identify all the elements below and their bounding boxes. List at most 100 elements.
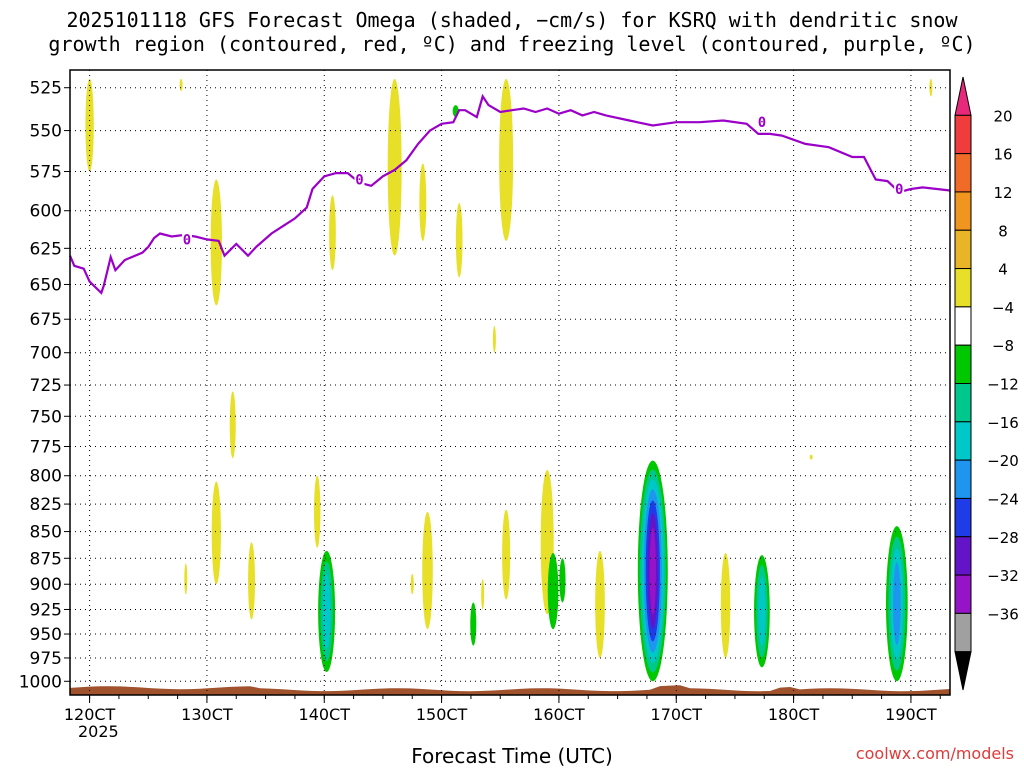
colorbar-cap-top	[954, 76, 972, 116]
freezing-level-layer: 0 0 0 0	[68, 93, 951, 295]
y-tick-label: 900	[30, 575, 62, 595]
colorbar-label: −20	[987, 452, 1019, 470]
chart-title-line-2: growth region (contoured, red, ºC) and f…	[48, 32, 976, 56]
terrain-layer	[70, 685, 950, 695]
omega-positive-region	[329, 195, 336, 271]
freezing-label-bg	[894, 180, 905, 195]
colorbar-label: 20	[993, 107, 1012, 125]
colorbar-cell	[954, 574, 972, 614]
colorbar-cell	[954, 191, 972, 231]
colorbar-label: 16	[993, 146, 1012, 164]
year-label: 2025	[78, 722, 119, 741]
omega-negative-region	[893, 562, 901, 645]
y-tick-label: 850	[30, 523, 62, 543]
freezing-label-bg	[756, 114, 767, 129]
x-tick-label: 180CT	[768, 705, 820, 724]
colorbar-cell	[954, 612, 972, 653]
axes-layer: 525 550 575 600 625 650 675 700 725 750 775 800 825 8…	[19, 69, 951, 724]
colorbar-cell	[954, 114, 972, 155]
omega-shading-layer	[85, 78, 933, 682]
y-tick-label: 975	[30, 649, 62, 669]
x-tick-label: 190CT	[885, 705, 937, 724]
y-tick-label: 600	[30, 202, 62, 222]
colorbar-label: −36	[987, 605, 1019, 623]
omega-positive-region	[455, 203, 463, 278]
omega-positive-region	[387, 78, 402, 256]
omega-positive-region	[419, 163, 427, 241]
terrain-surface	[70, 685, 950, 695]
colorbar-cell	[954, 153, 972, 193]
freezing-label-bg	[181, 231, 192, 246]
x-tick-label: 120CT	[64, 705, 116, 724]
y-tick-label: 700	[30, 344, 62, 364]
omega-positive-region	[809, 454, 813, 460]
colorbar-label: 8	[998, 222, 1008, 240]
colorbar-cell	[954, 421, 972, 461]
colorbar-label: −8	[992, 337, 1014, 355]
colorbar-label: −4	[992, 299, 1014, 317]
y-tick-label: 925	[30, 600, 62, 620]
colorbar-cap-bottom	[954, 651, 972, 691]
omega-positive-region	[210, 179, 222, 306]
omega-positive-region	[313, 475, 321, 548]
omega-positive-region	[179, 78, 183, 92]
y-tick-label: 750	[30, 407, 62, 427]
y-tick-label: 550	[30, 122, 62, 142]
freezing-level-line	[68, 93, 951, 295]
omega-positive-region	[502, 509, 511, 600]
colorbar-label: −12	[987, 376, 1019, 394]
x-tick-label: 130CT	[181, 705, 233, 724]
omega-negative-region	[547, 552, 559, 630]
colorbar-label: 4	[998, 261, 1008, 279]
omega-positive-region	[248, 542, 255, 620]
y-tick-label: 525	[30, 79, 62, 99]
omega-positive-region	[720, 552, 731, 658]
omega-negative-region	[649, 527, 656, 615]
freezing-label-bg	[354, 171, 365, 186]
omega-positive-region	[229, 391, 236, 459]
credit-link[interactable]: coolwx.com/models	[855, 744, 1014, 763]
y-tick-label: 950	[30, 625, 62, 645]
colorbar-cell	[954, 497, 972, 538]
omega-negative-region	[559, 558, 566, 603]
chart-title-line-1: 2025101118 GFS Forecast Omega (shaded, −…	[66, 8, 958, 32]
x-axis-label: Forecast Time (UTC)	[411, 744, 613, 768]
y-tick-label: 800	[30, 467, 62, 487]
colorbar-cell	[954, 268, 972, 308]
freezing-level-label: 0	[895, 182, 903, 198]
colorbar-label: 12	[993, 184, 1012, 202]
grid-layer	[70, 70, 950, 695]
y-tick-label: 725	[30, 376, 62, 396]
x-tick-label: 160CT	[533, 705, 585, 724]
colorbar-label: −32	[987, 567, 1019, 585]
plot-frame	[69, 69, 951, 696]
omega-positive-region	[422, 511, 433, 630]
colorbar-label: −24	[987, 490, 1019, 508]
omega-negative-region	[758, 576, 766, 646]
y-tick-label: 650	[30, 275, 62, 295]
omega-negative-region	[470, 602, 477, 646]
colorbar-cell	[954, 383, 972, 423]
freezing-level-label: 0	[758, 115, 766, 131]
y-tick-label: 875	[30, 549, 62, 569]
colorbar: 20 16 12 8 4 −4 −8 −12 −16 −20 −24 −28 −32 −36	[954, 76, 1019, 691]
colorbar-cell	[954, 344, 972, 384]
freezing-level-label: 0	[183, 232, 191, 248]
colorbar-cell	[954, 536, 972, 576]
omega-positive-region	[595, 550, 605, 658]
y-tick-label: 775	[30, 437, 62, 457]
omega-positive-region	[492, 326, 496, 353]
omega-positive-region	[184, 563, 188, 595]
y-tick-label: 575	[30, 163, 62, 183]
omega-positive-region	[481, 579, 485, 610]
x-tick-label: 140CT	[299, 705, 351, 724]
colorbar-label: −16	[987, 414, 1019, 432]
colorbar-cell	[954, 229, 972, 270]
x-tick-label: 150CT	[416, 705, 468, 724]
omega-positive-region	[499, 78, 514, 241]
y-tick-label: 675	[30, 310, 62, 330]
omega-positive-region	[211, 481, 221, 585]
colorbar-cell	[954, 459, 972, 499]
y-tick-label: 1000	[19, 672, 62, 692]
freezing-level-label: 0	[355, 172, 363, 188]
